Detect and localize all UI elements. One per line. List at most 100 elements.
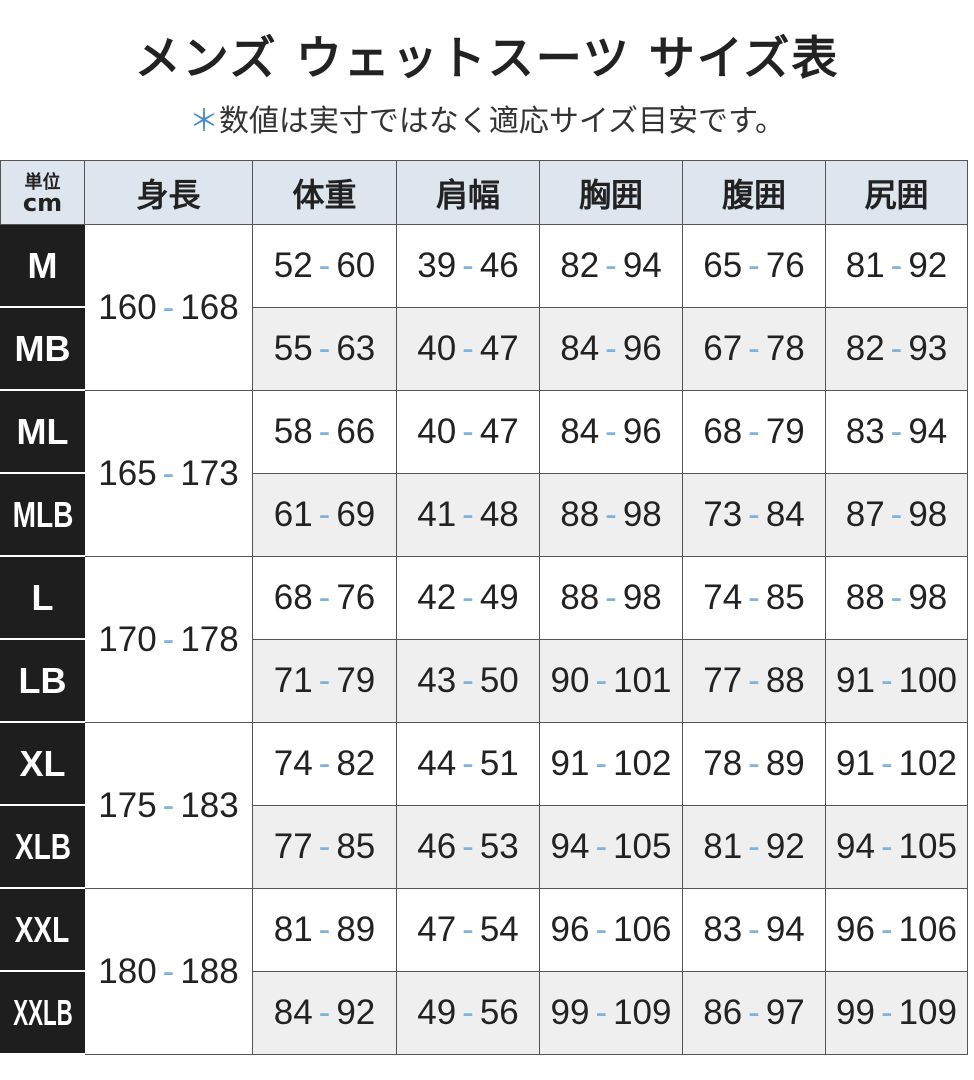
range-separator: - xyxy=(605,246,617,285)
range-max: 178 xyxy=(180,619,239,659)
size-label: ML xyxy=(16,410,69,452)
range-separator: - xyxy=(748,827,760,866)
range-max: 94 xyxy=(622,246,662,285)
value-cell: 91-100 xyxy=(826,640,968,723)
range-max: 183 xyxy=(180,785,239,825)
range-max: 60 xyxy=(336,246,376,285)
value-cell: 52-60 xyxy=(253,225,397,308)
range-separator: - xyxy=(318,910,331,949)
range-max: 46 xyxy=(479,246,519,285)
range-separator: - xyxy=(880,661,893,700)
value-cell: 42-49 xyxy=(397,557,540,640)
range-separator: - xyxy=(462,661,474,700)
value-cell: 77-88 xyxy=(683,640,826,723)
range-separator: - xyxy=(880,827,893,866)
range-max: 63 xyxy=(336,329,376,368)
range-min: 91 xyxy=(550,744,590,783)
range-separator: - xyxy=(605,578,617,617)
note-text: 数値は実寸ではなく適応サイズ目安です。 xyxy=(218,104,786,139)
range-separator: - xyxy=(318,993,331,1032)
range-max: 66 xyxy=(336,412,376,451)
value-cell: 84-96 xyxy=(540,308,683,391)
value-cell: 55-63 xyxy=(253,308,397,391)
range-min: 84 xyxy=(560,412,600,451)
range-separator: - xyxy=(748,578,760,617)
range-max: 102 xyxy=(898,744,957,783)
range-min: 77 xyxy=(703,661,743,700)
range-min: 90 xyxy=(550,661,590,700)
value-cell: 74-82 xyxy=(253,723,397,806)
value-cell: 96-106 xyxy=(826,889,968,972)
value-cell: 88-98 xyxy=(540,474,683,557)
range-min: 160 xyxy=(98,287,157,327)
range-max: 85 xyxy=(765,578,805,617)
range-min: 61 xyxy=(273,495,313,534)
title: メンズ ウェットスーツ サイズ表 xyxy=(134,31,840,85)
range-max: 105 xyxy=(613,827,672,866)
range-max: 47 xyxy=(479,412,519,451)
range-max: 105 xyxy=(898,827,957,866)
value-cell: 86-97 xyxy=(683,972,826,1055)
value-cell: 78-89 xyxy=(683,723,826,806)
range-max: 98 xyxy=(908,495,948,534)
range-separator: - xyxy=(318,246,331,285)
range-max: 79 xyxy=(336,661,376,700)
value-cell: 99-109 xyxy=(540,972,683,1055)
height-cell: 165-173 xyxy=(85,391,253,557)
range-min: 99 xyxy=(550,993,590,1032)
range-separator: - xyxy=(605,329,617,368)
range-min: 88 xyxy=(560,578,600,617)
range-separator: - xyxy=(595,993,608,1032)
range-max: 106 xyxy=(613,910,672,949)
range-max: 88 xyxy=(765,661,805,700)
value-cell: 90-101 xyxy=(540,640,683,723)
value-cell: 96-106 xyxy=(540,889,683,972)
range-min: 86 xyxy=(703,993,743,1032)
range-min: 81 xyxy=(273,910,313,949)
range-separator: - xyxy=(318,412,331,451)
range-max: 94 xyxy=(908,412,948,451)
range-max: 109 xyxy=(898,993,957,1032)
range-separator: - xyxy=(890,495,903,534)
size-cell: XL xyxy=(0,723,85,806)
value-cell: 41-48 xyxy=(397,474,540,557)
range-min: 74 xyxy=(703,578,743,617)
range-min: 96 xyxy=(836,910,875,949)
range-min: 39 xyxy=(417,246,457,285)
range-max: 188 xyxy=(180,951,239,991)
value-cell: 77-85 xyxy=(253,806,397,889)
range-min: 71 xyxy=(273,661,313,700)
range-separator: - xyxy=(748,495,760,534)
range-min: 40 xyxy=(417,329,457,368)
range-max: 109 xyxy=(613,993,672,1032)
value-cell: 49-56 xyxy=(397,972,540,1055)
range-min: 43 xyxy=(417,661,457,700)
size-label: XLB xyxy=(14,825,71,867)
range-max: 100 xyxy=(898,661,957,700)
range-max: 49 xyxy=(479,578,519,617)
range-min: 65 xyxy=(703,246,743,285)
range-max: 89 xyxy=(336,910,376,949)
range-min: 94 xyxy=(550,827,590,866)
range-min: 46 xyxy=(417,827,457,866)
range-min: 81 xyxy=(703,827,743,866)
range-max: 101 xyxy=(613,661,672,700)
range-min: 55 xyxy=(273,329,313,368)
range-max: 84 xyxy=(765,495,805,534)
range-max: 82 xyxy=(336,744,376,783)
range-separator: - xyxy=(880,993,893,1032)
range-max: 79 xyxy=(765,412,805,451)
value-cell: 46-53 xyxy=(397,806,540,889)
range-separator: - xyxy=(880,910,893,949)
size-label: XXLB xyxy=(12,991,73,1033)
range-min: 78 xyxy=(703,744,743,783)
height-cell: 180-188 xyxy=(85,889,253,1055)
range-separator: - xyxy=(462,744,474,783)
unit: cm xyxy=(22,188,63,217)
range-separator: - xyxy=(595,744,608,783)
value-cell: 99-109 xyxy=(826,972,968,1055)
range-separator: - xyxy=(318,827,331,866)
note: ＊数値は実寸ではなく適応サイズ目安です。 xyxy=(0,96,974,140)
size-cell: XXL xyxy=(0,889,85,972)
range-min: 83 xyxy=(845,412,885,451)
